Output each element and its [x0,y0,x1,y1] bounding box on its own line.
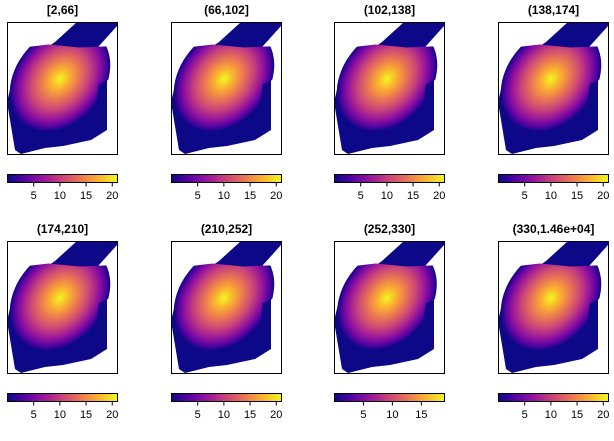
density-peak [9,26,111,132]
density-peak [173,245,275,351]
legend-tick-label: 15 [244,190,256,202]
plot-frame [498,241,609,374]
density-peak [173,26,275,132]
legend-tick-label: 15 [244,409,256,421]
legend-tick-label: 5 [358,190,364,202]
legend-tick-label: 10 [218,409,230,421]
legend-tick-label: 15 [415,409,427,421]
plot-frame [498,22,609,155]
legend-tick-label: 5 [522,409,528,421]
density-peak [9,245,111,351]
density-peak [336,26,438,132]
density-peak [500,26,602,132]
legend-bar [334,393,445,402]
panel-2: (66,102] 5 10 15 20 [171,3,282,202]
legend-tick-label: 20 [106,409,118,421]
panel-title: (174,210] [37,222,88,236]
panel-6: (210,252] 5 10 15 20 [171,222,282,421]
panel-title: (210,252] [201,222,252,236]
density-peak [337,245,437,351]
legend-tick-label: 10 [386,409,398,421]
panel-1: [2,66] 5 10 15 20 [7,3,118,202]
legend-tick-label: 5 [195,190,201,202]
panel-3: (102,138] 5 10 15 20 [334,3,445,202]
legend-tick-label: 15 [407,190,419,202]
legend-bar [171,393,282,402]
legend-tick-label: 20 [270,409,282,421]
legend-tick-label: 15 [571,190,583,202]
plot-frame [171,22,282,155]
panel-5: (174,210] 5 10 15 20 [7,222,118,421]
legend-tick-label: 10 [545,190,557,202]
legend-tick-label: 20 [597,190,609,202]
legend-tick-label: 10 [381,190,393,202]
panel-title: (252,330] [364,222,415,236]
legend-bar [498,174,609,183]
legend-bar [334,174,445,183]
panel-title: (66,102] [204,3,249,17]
legend-tick-label: 10 [218,190,230,202]
legend-bar [7,174,118,183]
legend-tick-label: 5 [195,409,201,421]
legend-tick-label: 15 [80,409,92,421]
legend-tick-label: 5 [522,190,528,202]
legend-tick-label: 20 [597,409,609,421]
legend-bar [498,393,609,402]
panel-7: (252,330] 5 10 15 [334,222,445,421]
panel-title: (102,138] [364,3,415,17]
legend-bar [171,174,282,183]
panel-8: (330,1.46e+04] 5 10 15 20 [498,222,609,421]
panel-title: [2,66] [47,3,78,17]
density-peak [500,245,602,351]
legend-tick-label: 10 [545,409,557,421]
legend-tick-label: 5 [31,190,37,202]
plot-frame [7,241,118,374]
plot-frame [7,22,118,155]
legend-tick-label: 10 [54,409,66,421]
panel-title: (138,174] [528,3,579,17]
legend-bar [7,393,118,402]
legend-tick-label: 15 [571,409,583,421]
legend-tick-label: 5 [360,409,366,421]
legend-tick-label: 5 [31,409,37,421]
legend-tick-label: 15 [80,190,92,202]
panel-4: (138,174] 5 10 15 20 [498,3,609,202]
plot-frame [334,22,445,155]
legend-tick-label: 10 [54,190,66,202]
plot-frame [334,241,445,374]
panel-title: (330,1.46e+04] [513,222,595,236]
legend-tick-label: 20 [270,190,282,202]
legend-tick-label: 20 [433,190,445,202]
legend-tick-label: 20 [106,190,118,202]
plot-frame [171,241,282,374]
